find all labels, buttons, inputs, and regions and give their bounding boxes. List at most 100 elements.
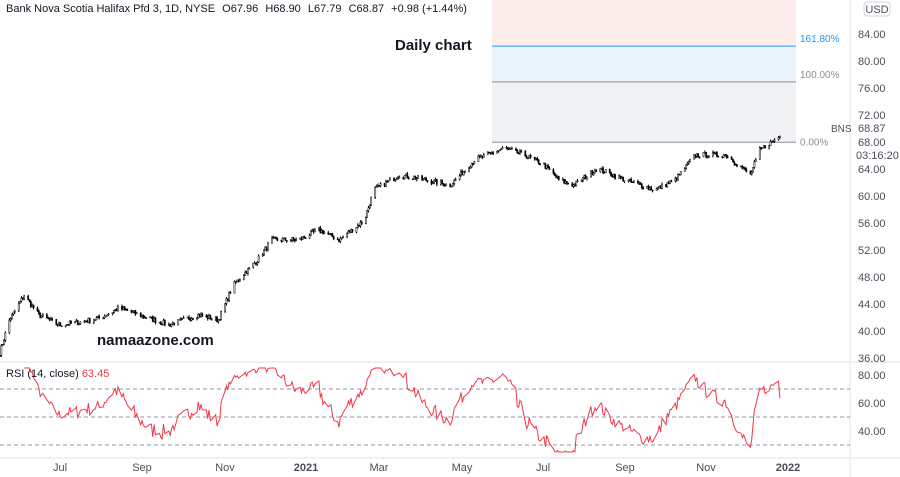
candle-body (413, 176, 415, 180)
candle-body (604, 169, 607, 173)
candle-body (257, 255, 260, 263)
candle-body (477, 156, 480, 162)
candle-body (563, 179, 565, 184)
candle-body (580, 180, 583, 182)
candle-body (46, 314, 48, 319)
candle-body (107, 313, 110, 316)
candle-body (143, 316, 146, 319)
candle-body (141, 315, 143, 317)
candle-body (602, 167, 604, 173)
candle-body (557, 176, 560, 180)
candle-body (167, 323, 170, 326)
candle-body (511, 147, 513, 150)
candle-body (385, 181, 387, 187)
candle-body (224, 303, 226, 312)
candle-body (284, 237, 287, 241)
candle-body (674, 177, 677, 182)
candle-body (614, 174, 616, 179)
candle-body (319, 227, 322, 233)
candle-body (642, 187, 645, 189)
price-tick: 64.00 (858, 164, 886, 176)
candle-body (253, 262, 256, 265)
last-price: 68.87 (858, 123, 886, 135)
candle-body (161, 323, 163, 326)
candle-body (686, 162, 689, 165)
candle-body (516, 149, 519, 154)
candle-body (367, 207, 370, 212)
candle-body (323, 232, 326, 234)
candle-body (78, 323, 80, 326)
candle-body (48, 318, 51, 321)
rsi-label[interactable]: RSI (14, close) (6, 368, 79, 380)
candle-body (56, 324, 59, 326)
candle-body (762, 145, 765, 148)
symbol-name[interactable]: Bank Nova Scotia Halifax Pfd 3, 1D, NYSE (6, 3, 216, 15)
candle-body (103, 315, 106, 319)
candle-body (151, 316, 154, 322)
candle-body (425, 178, 427, 181)
candle-body (586, 176, 588, 180)
candle-body (779, 135, 781, 138)
candle-body (628, 178, 631, 181)
candle-body (322, 230, 324, 234)
candle-body (572, 184, 575, 187)
candle-body (209, 315, 212, 320)
high-value: H68.90 (265, 3, 301, 15)
price-tick: 48.00 (858, 272, 886, 284)
candle-body (154, 317, 157, 323)
candle-body (402, 177, 405, 179)
candle-body (442, 183, 445, 187)
candle-body (192, 318, 194, 320)
candle-body (651, 189, 654, 192)
symbol-legend: Bank Nova Scotia Halifax Pfd 3, 1D, NYSE… (6, 3, 471, 15)
candle-body (772, 140, 775, 143)
candle-body (482, 154, 485, 158)
candle-body (243, 275, 245, 280)
candle-body (86, 321, 88, 323)
candle-body (685, 164, 687, 169)
candle-body (734, 163, 737, 166)
candle-body (188, 316, 190, 320)
candle-body (488, 151, 490, 154)
candle-body (28, 299, 31, 302)
candle-body (106, 314, 109, 317)
candle-body (619, 175, 622, 178)
candle-body (693, 154, 695, 160)
candle-body (687, 161, 690, 164)
candle-body (271, 237, 273, 244)
candle-body (360, 221, 363, 224)
candle-body (13, 310, 16, 313)
candle-body (378, 185, 381, 187)
candle-body (162, 320, 165, 326)
candle-body (584, 175, 587, 180)
candle-body (395, 178, 398, 181)
candle-body (527, 157, 529, 159)
candle-body (76, 320, 79, 326)
candle-body (544, 163, 547, 169)
candle-body (92, 319, 95, 323)
candle-body (595, 170, 598, 173)
candle-body (444, 185, 446, 187)
candle-body (505, 147, 508, 149)
candle-body (205, 315, 208, 318)
candle-body (265, 246, 268, 250)
candle-body (216, 317, 218, 323)
candle-body (716, 152, 718, 157)
candle-body (244, 272, 247, 276)
candle-body (281, 238, 284, 242)
candle-body (139, 312, 142, 317)
candle-body (405, 173, 407, 176)
candle-body (332, 236, 335, 240)
candle-body (142, 315, 145, 318)
candle-body (724, 154, 726, 156)
candle-body (170, 323, 173, 327)
candle-body (303, 236, 306, 238)
candle-body (535, 158, 537, 160)
candle-body (461, 171, 464, 176)
candle-body (553, 173, 556, 176)
candle-body (618, 175, 620, 179)
candle-body (169, 323, 172, 327)
candle-body (125, 308, 127, 311)
candle-body (658, 185, 661, 189)
